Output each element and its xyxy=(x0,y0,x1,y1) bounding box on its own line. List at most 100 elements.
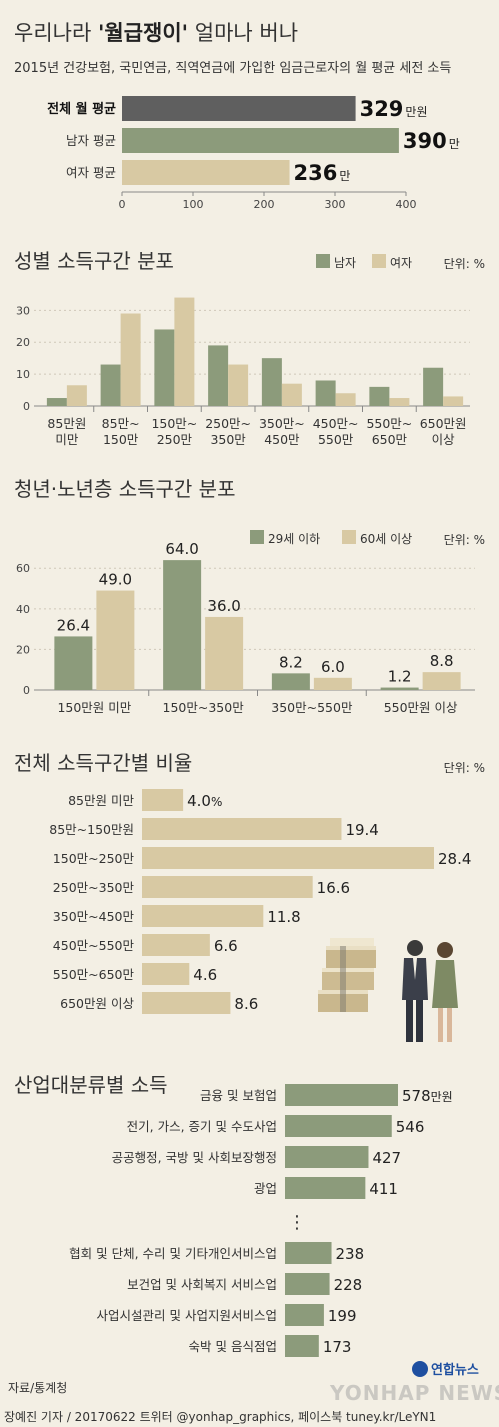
gender-tick-label: 20 xyxy=(16,336,30,349)
gender-bar xyxy=(281,383,302,406)
range-bar xyxy=(142,992,231,1014)
range-bar xyxy=(142,876,313,898)
industry-bar xyxy=(285,1115,392,1137)
age-bar xyxy=(205,616,244,690)
range-category-label: 250만~350만 xyxy=(53,880,135,895)
age-legend: 29세 이하 60세 이상 xyxy=(250,530,412,546)
industry-value-label: 238 xyxy=(336,1245,365,1263)
range-value-label: 11.8 xyxy=(267,908,300,926)
logo-text: 연합뉴스 xyxy=(431,1362,479,1378)
gender-category-label: 450만~ xyxy=(313,416,359,431)
gender-bar xyxy=(208,345,229,406)
age-bar xyxy=(380,687,419,690)
range-unit: 단위: % xyxy=(444,761,485,775)
avg-value-label: 390 만 xyxy=(403,129,460,153)
range-bar xyxy=(142,905,264,927)
range-chart-title: 전체 소득구간별 비율 xyxy=(14,751,192,775)
range-category-label: 150만~250만 xyxy=(53,851,135,866)
gender-bar xyxy=(443,396,464,406)
gender-bar xyxy=(66,385,87,406)
gender-bar xyxy=(46,398,67,406)
money-people-illustration xyxy=(318,938,458,1042)
industry-value-label: 228 xyxy=(334,1276,363,1294)
age-value-label: 26.4 xyxy=(57,616,90,634)
watermark: YONHAP NEWS xyxy=(329,1381,499,1405)
gender-category-label: 650만원 xyxy=(420,416,467,431)
industry-bar xyxy=(285,1146,369,1168)
range-category-label: 85만원 미만 xyxy=(68,793,134,808)
legend-swatch-old xyxy=(342,530,356,544)
avg-tick-label: 200 xyxy=(254,198,275,211)
range-bar xyxy=(142,934,210,956)
industry-chart-title: 산업대분류별 소득 xyxy=(14,1073,168,1097)
age-value-label: 6.0 xyxy=(321,658,345,676)
avg-category-label: 남자 평균 xyxy=(66,133,116,148)
age-tick-label: 0 xyxy=(23,684,30,697)
yonhap-logo: 연합뉴스 xyxy=(412,1361,479,1378)
gender-category-label: 350만~ xyxy=(259,416,305,431)
avg-category-label: 전체 월 평균 xyxy=(47,101,116,117)
age-category-label: 550만원 이상 xyxy=(384,700,458,715)
age-bar xyxy=(313,677,352,690)
page-title: 우리나라 '월급쟁이' 얼마나 버나 xyxy=(14,21,298,45)
avg-value-label: 329 만원 xyxy=(360,97,428,121)
range-value-label: 28.4 xyxy=(438,850,471,868)
gender-tick-label: 30 xyxy=(16,304,30,317)
gender-category-label: 350만 xyxy=(210,432,246,447)
age-chart-title: 청년·노년층 소득구간 분포 xyxy=(14,477,235,501)
age-bar xyxy=(163,560,202,690)
age-category-label: 350만~550만 xyxy=(271,700,353,715)
gender-chart-title: 성별 소득구간 분포 xyxy=(14,249,174,273)
age-value-label: 1.2 xyxy=(388,668,412,686)
range-bar xyxy=(142,818,342,840)
legend-swatch-female xyxy=(372,254,386,268)
range-category-label: 450만~550만 xyxy=(53,938,135,953)
age-bar xyxy=(271,673,310,690)
industry-bar xyxy=(285,1335,319,1357)
gender-bar xyxy=(335,393,356,406)
gender-bar xyxy=(154,329,175,406)
age-value-label: 36.0 xyxy=(207,597,240,615)
industry-category-label: 금융 및 보험업 xyxy=(200,1088,277,1103)
range-category-label: 650만원 이상 xyxy=(60,996,134,1011)
gender-category-label: 미만 xyxy=(55,432,79,447)
avg-bar xyxy=(122,96,356,121)
industry-category-label: 전기, 가스, 증기 및 수도사업 xyxy=(127,1119,277,1134)
woman-icon xyxy=(432,942,458,1042)
avg-tick-label: 0 xyxy=(119,198,126,211)
range-category-label: 350만~450만 xyxy=(53,909,135,924)
range-category-label: 85만~150만원 xyxy=(49,822,134,837)
age-value-label: 8.8 xyxy=(430,652,454,670)
industry-value-label: 427 xyxy=(372,1149,401,1167)
gender-bar xyxy=(100,364,121,406)
industry-category-label: 광업 xyxy=(254,1181,277,1196)
gender-bar xyxy=(423,367,444,406)
gender-bar xyxy=(315,380,336,406)
age-distribution-chart: 0 20 40 60 26.4 49.0 150만원 미만 64.0 36.0 150만~350만… xyxy=(16,540,475,715)
age-category-label: 150만~350만 xyxy=(163,700,245,715)
range-value-label: 16.6 xyxy=(317,879,350,897)
gender-category-label: 85만원 xyxy=(47,416,86,431)
gender-bar xyxy=(369,386,390,406)
source-label: 자료/통계청 xyxy=(8,1381,67,1395)
gender-category-label: 550만 xyxy=(318,432,354,447)
age-bar xyxy=(96,590,135,690)
range-value-label: 4.6 xyxy=(193,966,217,984)
range-bar xyxy=(142,847,434,869)
industry-bar xyxy=(285,1177,366,1199)
industry-category-label: 사업시설관리 및 사업지원서비스업 xyxy=(97,1308,277,1323)
gender-tick-label: 10 xyxy=(16,368,30,381)
legend-label-female: 여자 xyxy=(390,256,412,270)
industry-value-label: 578만원 xyxy=(402,1087,453,1105)
industry-bar xyxy=(285,1242,332,1264)
age-bar xyxy=(54,636,93,690)
industry-category-label: 협회 및 단체, 수리 및 기타개인서비스업 xyxy=(69,1246,277,1261)
avg-tick-label: 400 xyxy=(396,198,417,211)
legend-label-male: 남자 xyxy=(334,256,356,270)
age-value-label: 49.0 xyxy=(99,571,132,589)
gender-category-label: 250만 xyxy=(157,432,193,447)
industry-category-label: 공공행정, 국방 및 사회보장행정 xyxy=(112,1150,277,1165)
range-bar xyxy=(142,789,184,811)
